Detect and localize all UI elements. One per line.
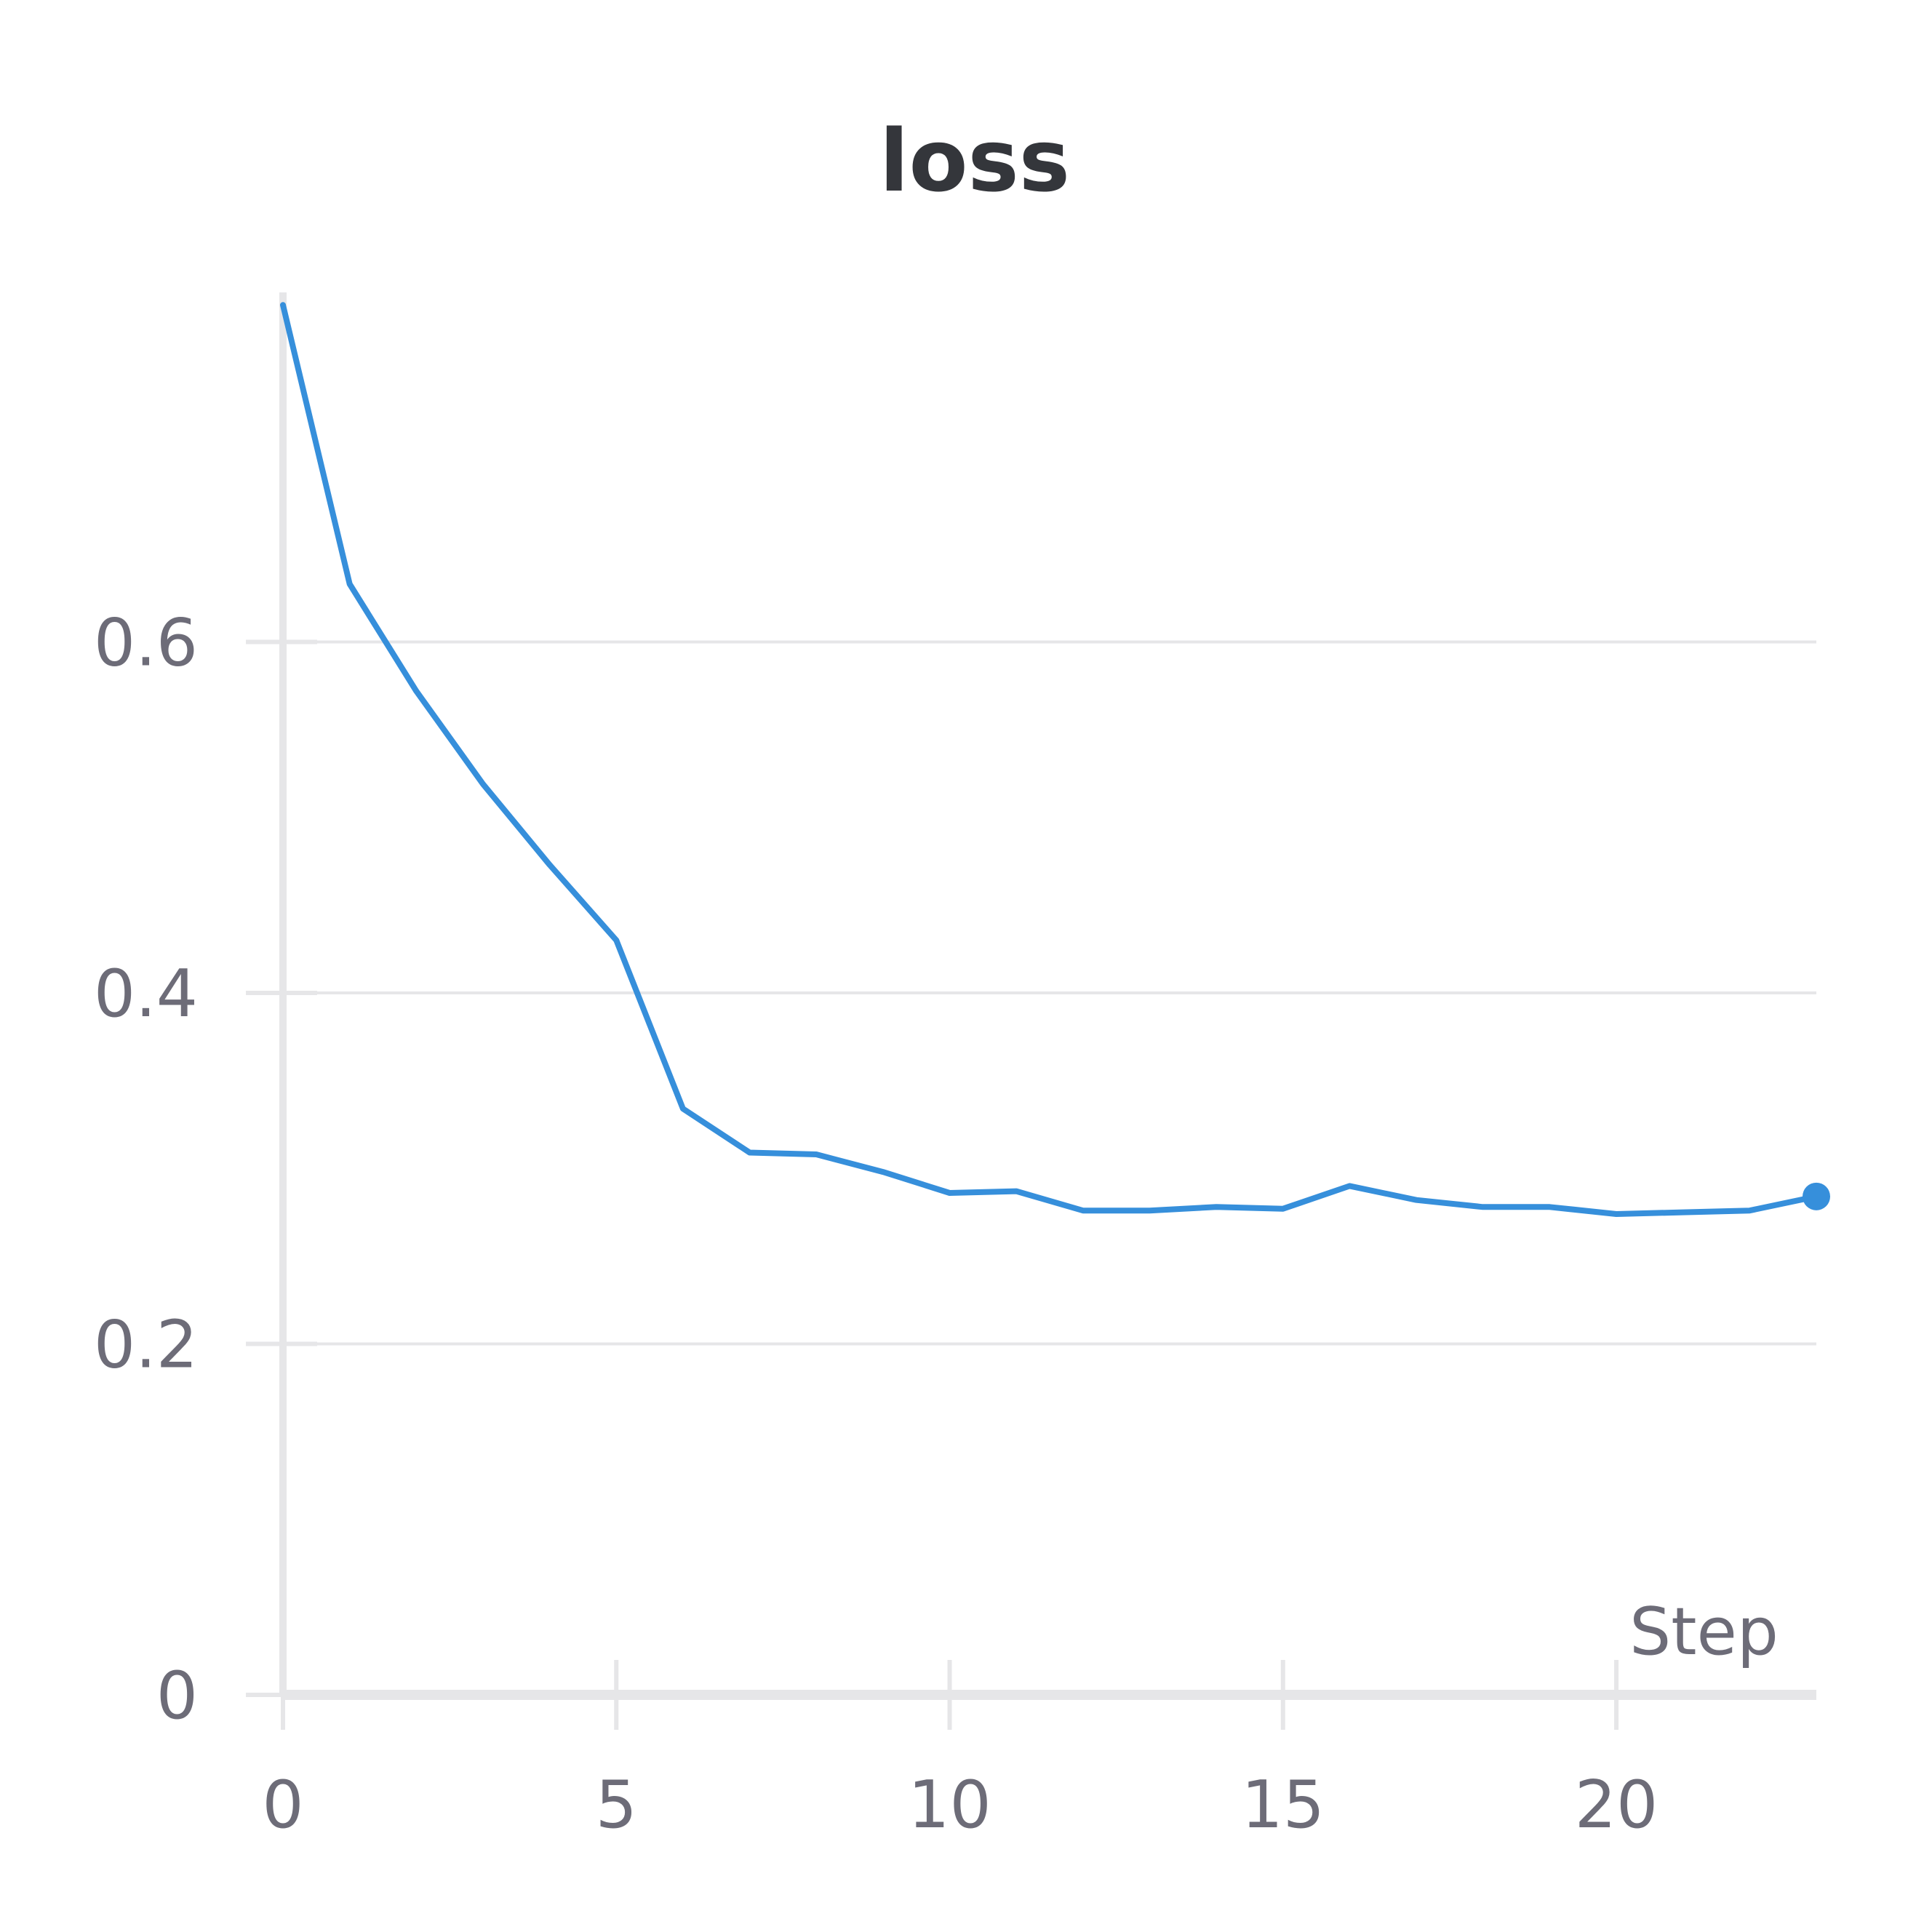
series-end-point bbox=[1803, 1182, 1830, 1210]
axes bbox=[246, 292, 1816, 1730]
y-tick-label: 0 bbox=[156, 1658, 198, 1734]
x-tick-label: 15 bbox=[1242, 1767, 1325, 1843]
x-tick-label: 0 bbox=[262, 1767, 303, 1843]
gridlines bbox=[283, 640, 1816, 1346]
series-line bbox=[280, 302, 1819, 1217]
y-tick-label: 0.4 bbox=[94, 956, 198, 1032]
y-tick-label: 0.6 bbox=[94, 605, 198, 682]
chart-title: loss bbox=[879, 111, 1070, 211]
x-axis-title: Step bbox=[1629, 1594, 1779, 1670]
tick-labels: 0 0.2 0.4 0.6 0 5 10 15 20 bbox=[94, 605, 1658, 1844]
x-tick-label: 5 bbox=[596, 1767, 637, 1843]
y-tick-label: 0.2 bbox=[94, 1307, 198, 1384]
x-tick-label: 10 bbox=[908, 1767, 991, 1843]
x-tick-label: 20 bbox=[1575, 1767, 1658, 1843]
series-layer bbox=[280, 302, 1830, 1217]
